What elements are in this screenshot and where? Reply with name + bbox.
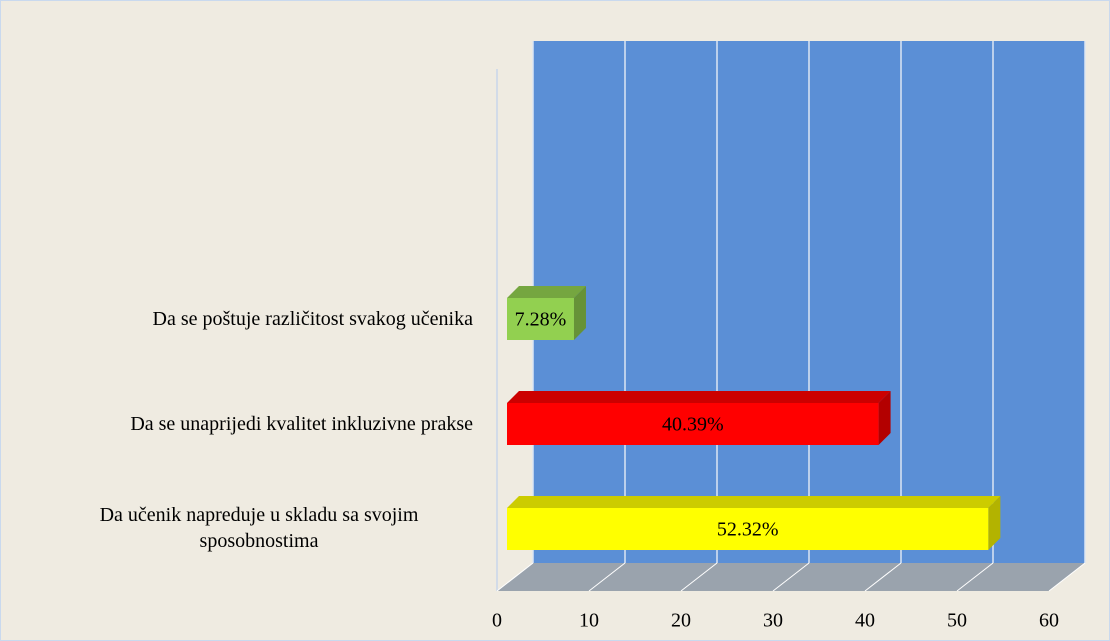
y-tick-label: Da se poštuje različitost svakog učenika (152, 308, 473, 330)
x-tick-label: 10 (579, 610, 599, 632)
floor-grid-line (864, 562, 902, 592)
floor-grid-line (956, 562, 994, 592)
y-tick-label: Da se unaprijedi kvalitet inkluzivne pra… (130, 413, 473, 435)
bar-top (507, 496, 1001, 508)
bar-side (573, 286, 586, 340)
bar-front (507, 508, 989, 550)
y-tick-label: Da učenik napreduje u skladu sa svojim s… (99, 504, 419, 552)
x-tick-label: 30 (763, 610, 783, 632)
data-label: 40.39% (662, 414, 724, 436)
data-label: 7.28% (515, 309, 567, 331)
floor-grid-line (772, 562, 810, 592)
bar-side (988, 496, 1001, 550)
x-tick-label: 40 (855, 610, 875, 632)
bar (507, 286, 586, 340)
data-label: 52.32% (717, 519, 779, 541)
floor-grid-line (680, 562, 718, 592)
bar-top (507, 391, 891, 403)
bar-side (878, 391, 891, 445)
x-tick-label: 50 (947, 610, 967, 632)
x-tick-label: 60 (1039, 610, 1059, 632)
floor-grid-line (588, 562, 626, 592)
floor-grid-line (1048, 562, 1086, 592)
bar-front (507, 403, 879, 445)
bar-front (507, 298, 574, 340)
bar-top (507, 286, 586, 298)
x-tick-label: 0 (492, 610, 502, 632)
bar (507, 496, 1001, 550)
x-tick-label: 20 (671, 610, 691, 632)
bar (507, 391, 891, 445)
floor-grid-line (496, 562, 534, 592)
